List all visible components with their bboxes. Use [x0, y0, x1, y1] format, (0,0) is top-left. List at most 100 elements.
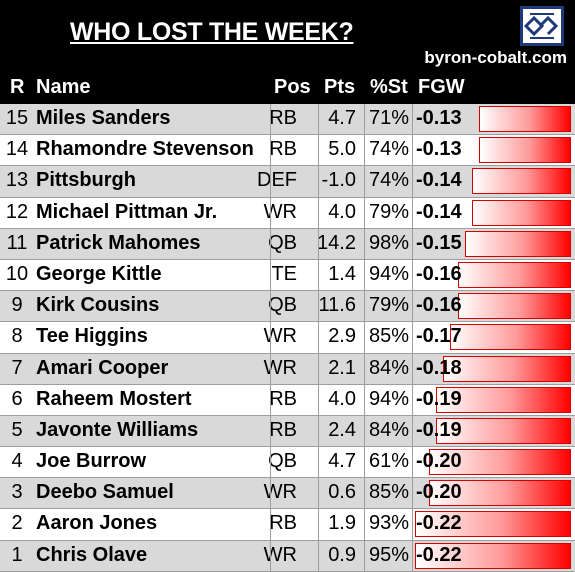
fgw-cell: -0.19	[416, 387, 462, 410]
start-pct-cell: 84%	[368, 356, 409, 379]
name-cell: Kirk Cousins	[36, 294, 160, 317]
pos-cell: RB	[269, 107, 297, 129]
pos-cell: WR	[263, 543, 297, 566]
column-divider	[318, 166, 319, 197]
column-divider	[270, 384, 271, 415]
pts-cell: 2.1	[328, 356, 356, 379]
start-pct-cell: 93%	[368, 512, 409, 535]
column-divider	[270, 228, 271, 259]
column-divider	[364, 135, 365, 166]
column-divider	[318, 104, 319, 135]
fgw-bar	[429, 480, 571, 507]
fgw-cell: -0.14	[416, 200, 462, 223]
fgw-cell: -0.18	[416, 356, 462, 379]
pts-cell: 0.9	[328, 543, 356, 566]
table-row: 12 Michael Pittman Jr. WR 4.0 79% -0.14	[0, 197, 575, 229]
table-row: 11 Patrick Mahomes QB 14.2 98% -0.15	[0, 228, 575, 260]
column-divider	[412, 228, 413, 259]
name-cell: Patrick Mahomes	[36, 231, 201, 254]
column-divider	[270, 447, 271, 478]
column-divider	[270, 104, 271, 135]
start-pct-cell: 94%	[368, 262, 409, 285]
column-divider	[270, 415, 271, 447]
column-divider	[364, 415, 365, 447]
pts-cell: 11.6	[318, 294, 356, 317]
table-row: 8 Tee Higgins WR 2.9 85% -0.17	[0, 322, 575, 354]
table-row: 10 George Kittle TE 1.4 94% -0.16	[0, 259, 575, 292]
column-divider	[412, 415, 413, 447]
bc-logo-icon	[520, 6, 564, 46]
name-cell: Raheem Mostert	[36, 387, 192, 410]
rank-cell: 7	[11, 356, 23, 379]
page-title: WHO LOST THE WEEK?	[70, 18, 354, 46]
column-divider	[412, 291, 413, 322]
rank-cell: 13	[5, 169, 29, 192]
fgw-cell: -0.13	[416, 107, 462, 129]
rank-cell: 15	[5, 107, 29, 129]
pos-cell: RB	[269, 418, 297, 441]
rank-cell: 2	[11, 512, 23, 535]
table-row: 13 Pittsburgh DEF -1.0 74% -0.14	[0, 166, 575, 198]
rank-cell: 1	[11, 543, 23, 566]
table-row: 1 Chris Olave WR 0.9 95% -0.22	[0, 540, 575, 572]
rank-cell: 8	[11, 325, 23, 348]
fgw-bar	[479, 106, 571, 132]
name-cell: Aaron Jones	[36, 512, 158, 535]
column-divider	[364, 447, 365, 478]
pts-cell: 2.9	[328, 325, 356, 348]
fgw-bar	[465, 230, 571, 257]
column-divider	[364, 104, 365, 135]
site-url: byron-cobalt.com	[424, 48, 567, 67]
column-divider	[270, 291, 271, 322]
start-pct-cell: 85%	[368, 325, 409, 348]
column-header-row: R Name Pos Pts %St FGW	[0, 72, 575, 104]
column-divider	[412, 447, 413, 478]
table-row: 9 Kirk Cousins QB 11.6 79% -0.16	[0, 291, 575, 323]
name-cell: Chris Olave	[36, 543, 148, 566]
column-divider	[364, 322, 365, 353]
start-pct-cell: 84%	[368, 418, 409, 441]
column-divider	[318, 291, 319, 322]
name-cell: Amari Cooper	[36, 356, 169, 379]
pos-cell: DEF	[257, 169, 297, 192]
col-name-header: Name	[36, 76, 91, 98]
column-divider	[364, 540, 365, 571]
column-divider	[364, 353, 365, 384]
fgw-cell: -0.16	[416, 294, 462, 317]
column-divider	[270, 166, 271, 197]
col-pos-header: Pos	[274, 76, 311, 98]
rank-cell: 6	[11, 387, 23, 410]
column-divider	[364, 259, 365, 291]
header-banner: WHO LOST THE WEEK? byron-cobalt.com	[0, 0, 575, 72]
rank-cell: 3	[11, 481, 23, 504]
pos-cell: WR	[263, 481, 297, 504]
name-cell: Joe Burrow	[36, 450, 147, 473]
column-divider	[270, 353, 271, 384]
table-body: 15 Miles Sanders RB 4.7 71% -0.13 14 Rhamondre …	[0, 104, 575, 572]
column-divider	[270, 478, 271, 509]
column-divider	[364, 384, 365, 415]
start-pct-cell: 85%	[368, 481, 409, 504]
fgw-bar	[429, 449, 571, 476]
pos-cell: WR	[263, 325, 297, 348]
pts-cell: 4.0	[328, 387, 356, 410]
table-row: 2 Aaron Jones RB 1.9 93% -0.22	[0, 509, 575, 541]
fgw-cell: -0.13	[416, 138, 462, 161]
column-divider	[412, 509, 413, 540]
table-row: 7 Amari Cooper WR 2.1 84% -0.18	[0, 353, 575, 385]
fgw-cell: -0.22	[416, 512, 462, 535]
pos-cell: QB	[268, 450, 297, 473]
pos-cell: QB	[268, 294, 297, 317]
column-divider	[412, 135, 413, 166]
name-cell: Tee Higgins	[36, 325, 148, 348]
name-cell: George Kittle	[36, 262, 162, 285]
fgw-cell: -0.19	[416, 418, 462, 441]
column-divider	[364, 478, 365, 509]
table-row: 5 Javonte Williams RB 2.4 84% -0.19	[0, 415, 575, 448]
fgw-bar	[472, 168, 571, 195]
table-row: 14 Rhamondre Stevenson RB 5.0 74% -0.13	[0, 135, 575, 167]
table-row: 4 Joe Burrow QB 4.7 61% -0.20	[0, 447, 575, 479]
start-pct-cell: 95%	[368, 543, 409, 566]
pts-cell: -1.0	[321, 169, 356, 192]
